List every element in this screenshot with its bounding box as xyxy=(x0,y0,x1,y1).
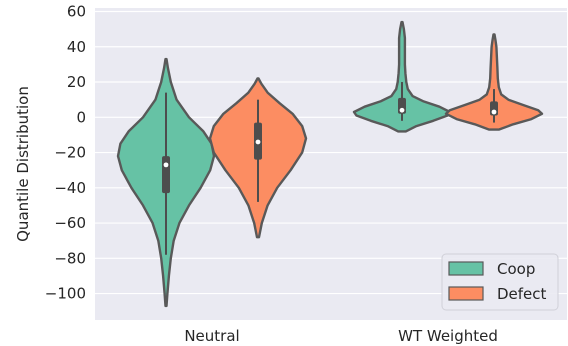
legend-swatch xyxy=(448,286,484,301)
y-tick-label: −100 xyxy=(45,285,86,303)
y-axis-title: Quantile Distribution xyxy=(14,86,32,242)
y-tick-label: 20 xyxy=(67,73,86,91)
median-dot xyxy=(163,162,169,168)
violin-defect-1 xyxy=(444,33,544,131)
legend-label: Coop xyxy=(497,260,535,278)
violins xyxy=(116,20,544,308)
median-dot xyxy=(255,139,261,145)
y-tick-label: −20 xyxy=(54,144,86,162)
legend-label: Defect xyxy=(497,285,547,303)
legend: Coop Defect xyxy=(441,253,559,311)
x-tick-label: WT Weighted xyxy=(398,327,498,345)
y-tick-label: 60 xyxy=(67,3,86,21)
x-tick-labels: Neutral WT Weighted xyxy=(184,327,498,345)
y-tick-label: −60 xyxy=(54,214,86,232)
x-tick-label: Neutral xyxy=(184,327,239,345)
y-tick-label: 0 xyxy=(76,108,86,126)
iqr-box xyxy=(162,156,170,194)
median-dot xyxy=(399,107,405,113)
y-tick-label: −80 xyxy=(54,249,86,267)
legend-swatch xyxy=(448,261,484,276)
y-tick-label: 40 xyxy=(67,38,86,56)
y-tick-labels: 60 40 20 0 −20 −40 −60 −80 −100 xyxy=(45,3,86,303)
violin-coop-1 xyxy=(352,20,452,133)
median-dot xyxy=(491,109,497,115)
y-tick-label: −40 xyxy=(54,179,86,197)
